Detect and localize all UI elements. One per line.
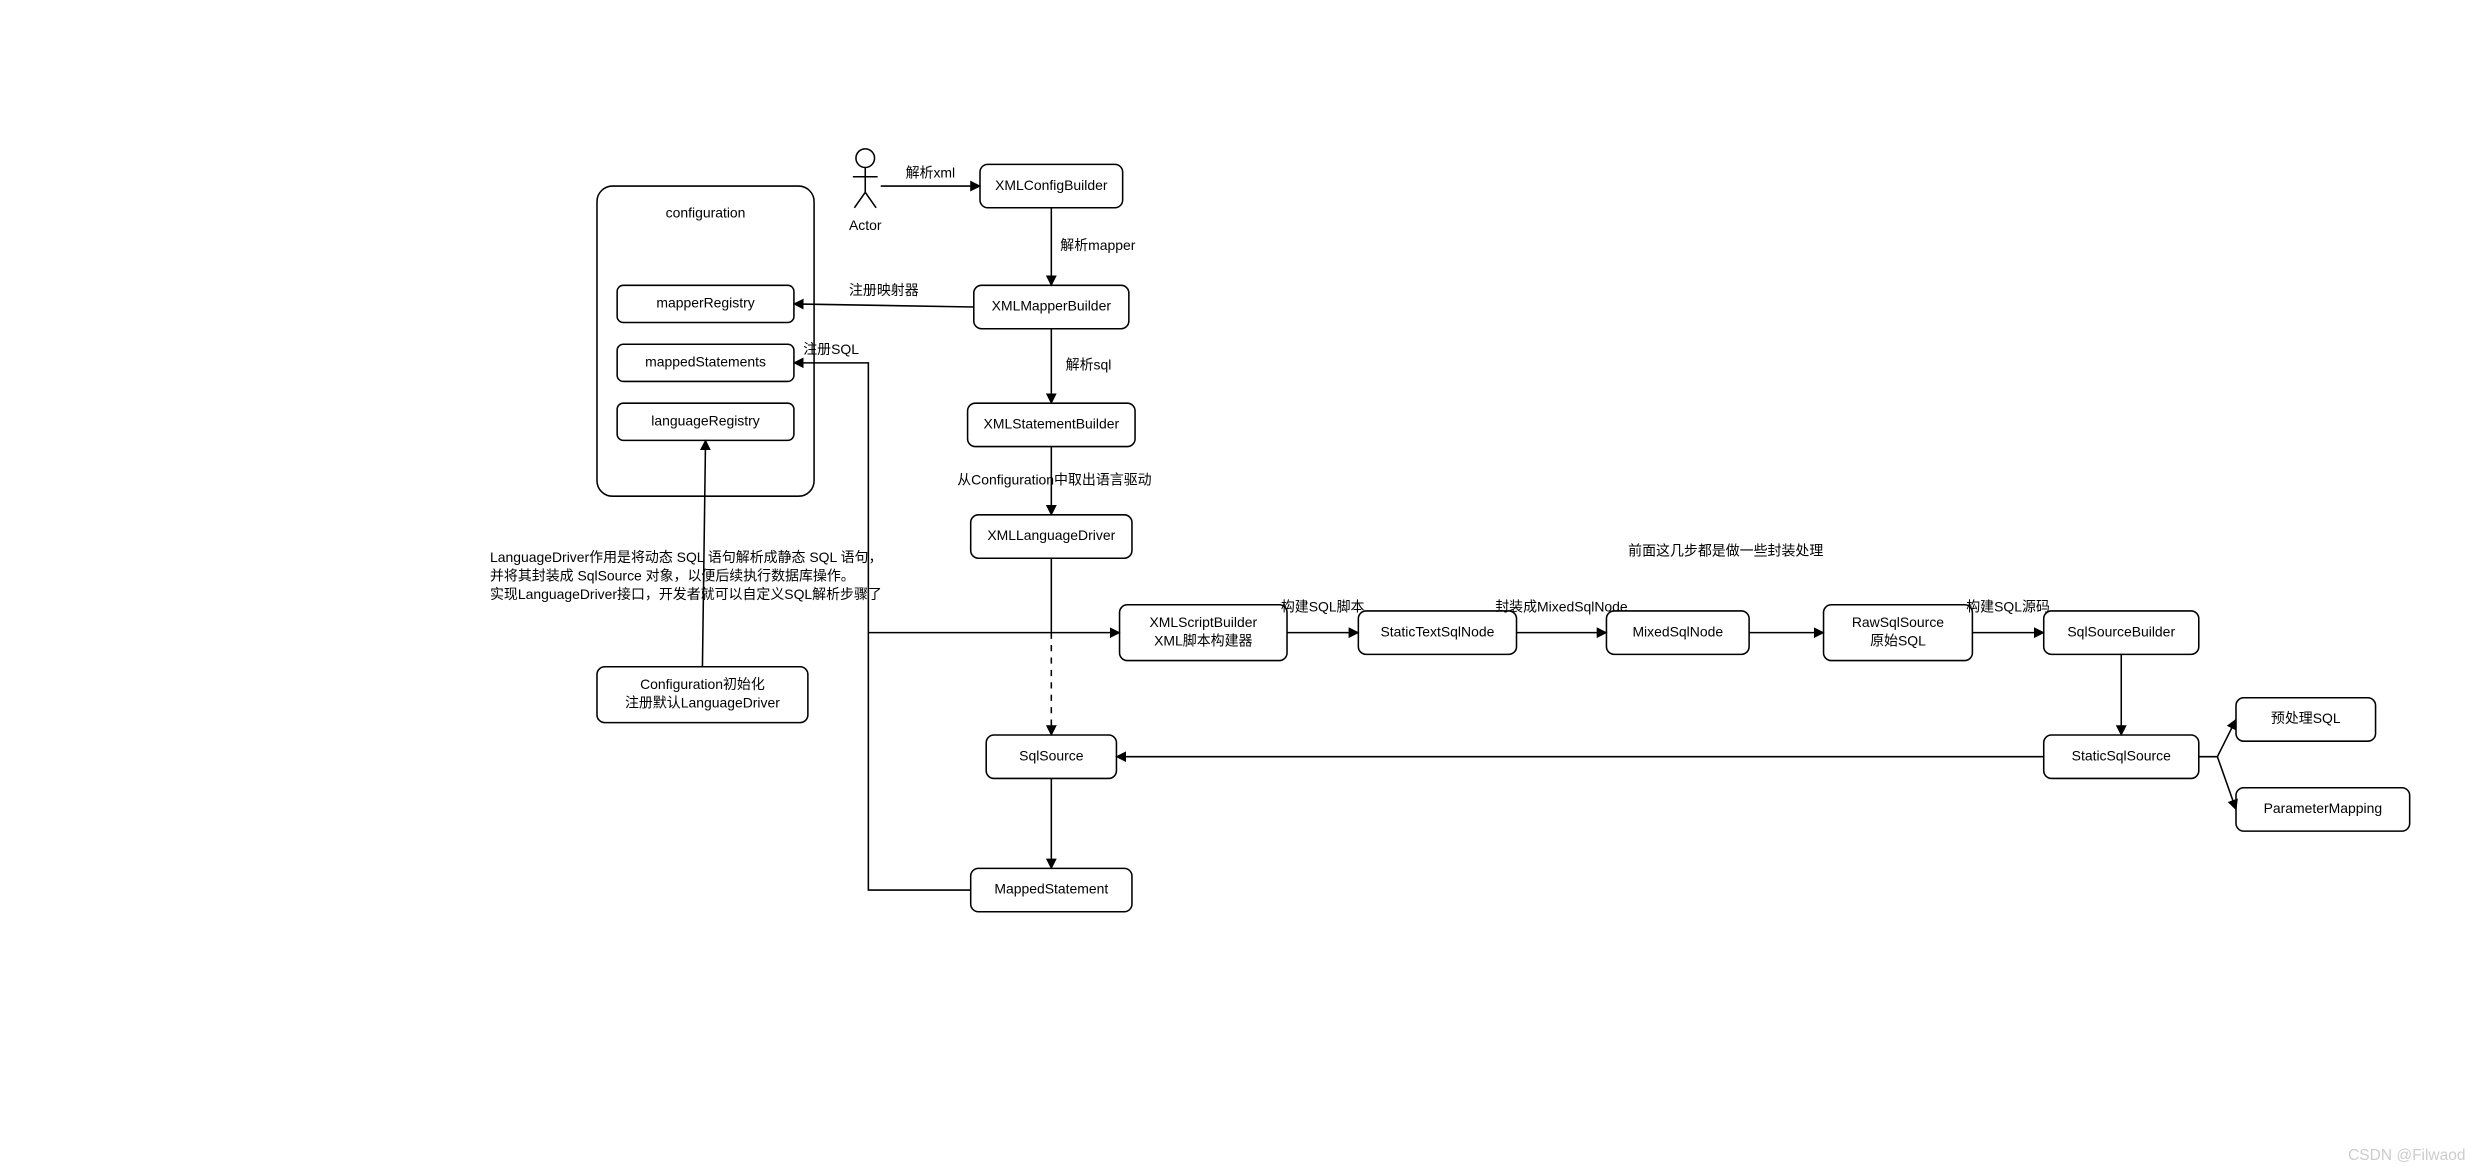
label-build-script: 构建SQL脚本: [1281, 599, 1365, 615]
mappedStatements-label: mappedStatements: [645, 354, 766, 370]
edge-staticsrc-presql: [2217, 719, 2236, 756]
diagram-canvas: configuration mapperRegistry mappedStateme…: [0, 0, 2481, 1169]
xmlConfig-label: XMLConfigBuilder: [995, 177, 1108, 193]
label-get-lang: 从Configuration中取出语言驱动: [957, 471, 1151, 487]
edge-mappedstmt-statements: [794, 363, 971, 890]
label-parse-xml: 解析xml: [906, 164, 956, 180]
xmlStmt-label: XMLStatementBuilder: [984, 416, 1120, 432]
mixedNode-label: MixedSqlNode: [1632, 623, 1723, 639]
staticSqlSrc-label: StaticSqlSource: [2072, 747, 2171, 763]
sqlSrcBuilder-label: SqlSourceBuilder: [2067, 623, 2175, 639]
xmlMapper-label: XMLMapperBuilder: [992, 298, 1112, 314]
configuration-title: configuration: [666, 205, 746, 221]
label-parse-mapper: 解析mapper: [1060, 237, 1135, 253]
actor-icon: [853, 149, 878, 208]
label-reg-sql: 注册SQL: [803, 341, 859, 357]
preSql-label: 预处理SQL: [2271, 710, 2341, 726]
rawSqlSrc-label1: RawSqlSource: [1852, 614, 1944, 630]
configInit-label1: Configuration初始化: [640, 676, 765, 692]
noteDriver-line-1: 并将其封装成 SqlSource 对象，以便后续执行数据库操作。: [490, 568, 855, 584]
label-build-src: 构建SQL源码: [1966, 599, 2050, 615]
label-wrap-mixed: 封装成MixedSqlNode: [1495, 599, 1628, 615]
configInit-label2: 注册默认LanguageDriver: [625, 695, 780, 711]
paramMap-label: ParameterMapping: [2264, 800, 2383, 816]
languageRegistry-label: languageRegistry: [651, 412, 760, 428]
rawSqlSrc-label2: 原始SQL: [1870, 633, 1926, 649]
noteDriver-line-2: 实现LanguageDriver接口，开发者就可以自定义SQL解析步骤了: [490, 586, 882, 602]
label-parse-sql: 解析sql: [1066, 357, 1112, 373]
label-reg-mapper: 注册映射器: [849, 282, 919, 298]
actor-label: Actor: [849, 217, 882, 233]
watermark: CSDN @Filwaod: [2348, 1147, 2465, 1164]
scriptBuilder-label2: XML脚本构建器: [1154, 633, 1252, 649]
mappedStmt-label: MappedStatement: [994, 881, 1108, 897]
sqlSource-label: SqlSource: [1019, 747, 1084, 763]
mapperRegistry-label: mapperRegistry: [656, 295, 754, 311]
staticTextNode-label: StaticTextSqlNode: [1380, 623, 1494, 639]
edge-staticsrc-parammap: [2217, 757, 2236, 810]
edge-xmlmapper-registry: [794, 304, 974, 307]
xmlLang-label: XMLLanguageDriver: [987, 527, 1115, 543]
scriptBuilder-label1: XMLScriptBuilder: [1149, 614, 1257, 630]
noteWrap-line-0: 前面这几步都是做一些封装处理: [1628, 543, 1823, 559]
noteDriver-line-0: LanguageDriver作用是将动态 SQL 语句解析成静态 SQL 语句，: [490, 549, 882, 565]
